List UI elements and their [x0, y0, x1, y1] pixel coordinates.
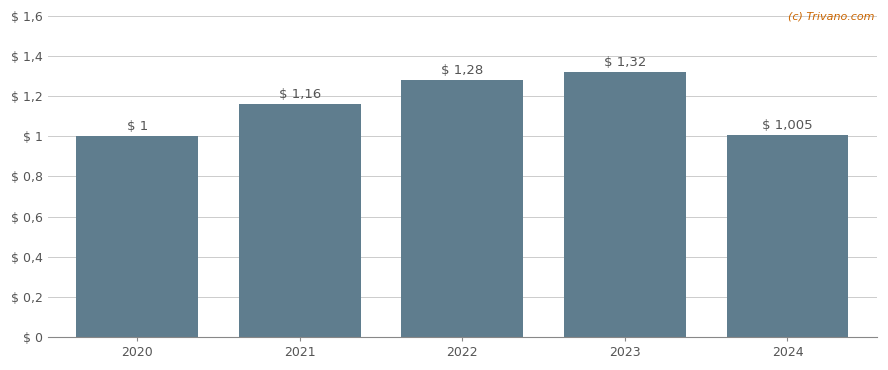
Text: $ 1,005: $ 1,005	[762, 119, 813, 132]
Text: (c) Trivano.com: (c) Trivano.com	[789, 11, 875, 21]
Text: $ 1,16: $ 1,16	[279, 88, 321, 101]
Bar	[76, 137, 198, 337]
Bar	[564, 72, 686, 337]
Text: $ 1,28: $ 1,28	[441, 64, 484, 77]
Bar	[239, 104, 361, 337]
Text: $ 1,32: $ 1,32	[604, 56, 646, 68]
Bar	[401, 80, 523, 337]
Text: $ 1: $ 1	[127, 120, 148, 133]
Bar	[726, 135, 848, 337]
